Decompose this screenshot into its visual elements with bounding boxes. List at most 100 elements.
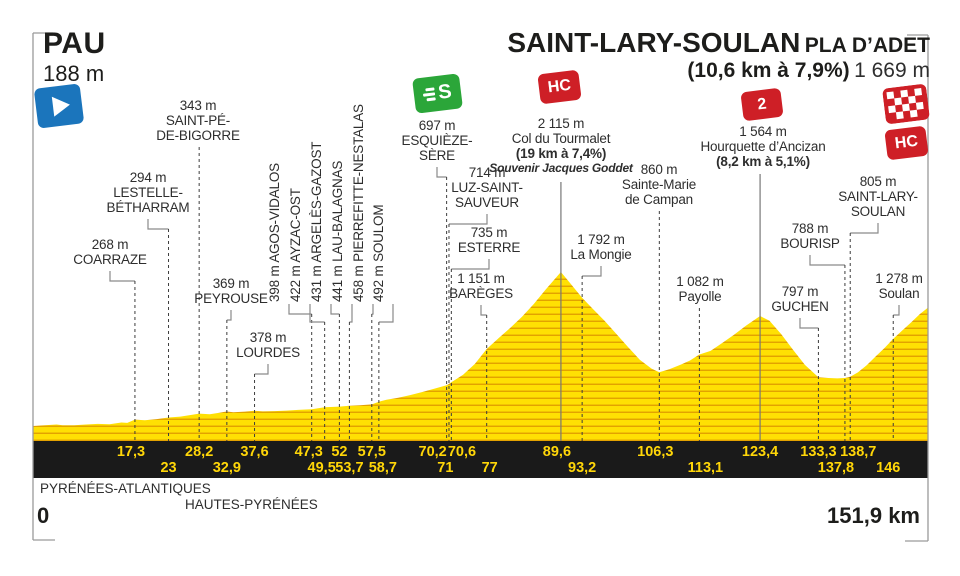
waypoint-elbow [451, 259, 490, 270]
km-tick: 137,8 [818, 460, 854, 476]
waypoint-label-line: LOURDES [236, 345, 300, 360]
start-km-label: 0 [37, 503, 50, 528]
waypoint-elbow [226, 310, 232, 321]
waypoint-label: 2 115 m Col du Tourmalet (19 km à 7,4%) Sou… [489, 116, 633, 176]
km-tick: 70,2 [419, 444, 447, 460]
finish-name: SAINT-LARY-SOULAN [507, 27, 801, 58]
waypoint-elbow [330, 304, 340, 315]
waypoint-label: 797 m GUCHEN [771, 284, 829, 314]
waypoint-label-line: 735 m [470, 225, 508, 240]
waypoint-elbow [378, 304, 394, 323]
waypoint-label-line: Hourquette d’Ancizan [700, 139, 826, 154]
waypoint-label: 1 082 m Payolle [676, 274, 724, 304]
waypoint-label: 860 m Sainte-Marie de Campan [622, 162, 696, 207]
waypoint-label-line: 1 278 m [875, 271, 923, 286]
waypoint-label: 294 m LESTELLE- BÉTHARRAM [107, 170, 190, 215]
waypoint-label-line: LESTELLE- [113, 185, 183, 200]
category-2-icon: 2 [740, 87, 784, 122]
km-tick: 93,2 [568, 460, 596, 476]
waypoint-label-line: 2 115 m [537, 116, 585, 131]
km-tick: 71 [437, 460, 453, 476]
finish-name-suffix: PLA D’ADET [804, 34, 930, 57]
waypoint-label-line: SÈRE [419, 148, 455, 163]
waypoint-label: 1 792 m La Mongie [570, 232, 631, 262]
waypoint-label-line: SAINT-PÉ- [165, 113, 231, 128]
badge-label: 2 [756, 95, 768, 113]
km-tick: 77 [482, 460, 498, 476]
waypoint-label: 1 278 m Soulan [875, 271, 923, 301]
waypoint-label-line: LUZ-SAINT- [451, 180, 523, 195]
elevation-area [33, 272, 928, 441]
waypoint-label-line: SAINT-LARY- [838, 189, 918, 204]
hc-icon: HC [537, 69, 582, 105]
km-tick: 53,7 [335, 460, 363, 476]
km-tick: 57,5 [358, 444, 386, 460]
badge-label: HC [546, 76, 572, 97]
finish-climb-stats: (10,6 km à 7,9%) [687, 58, 850, 82]
waypoint-label-line: 1 082 m [676, 274, 724, 289]
waypoint-elbow [309, 304, 325, 323]
waypoint-label-line: SAUVEUR [455, 195, 519, 210]
km-tick: 106,3 [637, 444, 673, 460]
waypoint-elbow [254, 364, 269, 375]
waypoint-label: 378 m LOURDES [236, 330, 300, 360]
waypoint-label-line: Sainte-Marie [621, 177, 697, 192]
km-tick: 123,4 [742, 444, 778, 460]
waypoint-label: 714 m LUZ-SAINT- SAUVEUR [451, 165, 523, 210]
km-tick: 17,3 [117, 444, 145, 460]
waypoint-label-line: COARRAZE [73, 252, 147, 267]
waypoint-label-line: de Campan [624, 192, 693, 207]
waypoint-label-line: La Mongie [570, 247, 632, 262]
finish-elevation: 1 669 m [854, 58, 930, 82]
waypoint-label-line: ESQUIÈZE- [401, 133, 473, 148]
region-label-hautes-pyrenees: HAUTES-PYRÉNÉES [185, 497, 318, 512]
waypoint-elbow [147, 219, 169, 230]
waypoint-elbow [349, 304, 353, 323]
waypoint-label: 735 m ESTERRE [458, 225, 521, 255]
waypoint-label: 431 m ARGELÈS-GAZOST [309, 141, 324, 302]
km-tick: 89,6 [543, 444, 571, 460]
waypoint-label: 441 m LAU-BALAGNAS [330, 160, 345, 302]
frame-lines [32, 32, 929, 542]
waypoint-elbow [480, 305, 487, 316]
finish-flag-icon [882, 83, 930, 124]
waypoint-label: 697 m ESQUIÈZE- SÈRE [402, 118, 473, 163]
checkered-flag-icon [882, 84, 930, 124]
waypoint-label-line: 805 m [859, 174, 897, 189]
waypoint-label-line: 797 m [781, 284, 819, 299]
waypoint-label-line: SOULAN [850, 204, 906, 219]
waypoint-label: 788 m BOURISP [780, 221, 840, 251]
waypoint-elbow [809, 255, 845, 266]
waypoint-label-line: 369 m [212, 276, 250, 291]
km-tick: 113,1 [688, 460, 724, 476]
waypoint-label-line: (8,2 km à 5,1%) [716, 154, 810, 169]
waypoint-label-line: Payolle [678, 289, 722, 304]
waypoint-label-line: 343 m [179, 98, 217, 113]
waypoint-elbow [288, 304, 312, 315]
waypoint-label-line: 268 m [91, 237, 129, 252]
start-name: PAU [43, 27, 106, 60]
waypoint-label-line: DE-BIGORRE [156, 128, 240, 143]
waypoint-label-line: PEYROUSE [194, 291, 268, 306]
km-tick: 58,7 [369, 460, 397, 476]
waypoint-label-line: BOURISP [780, 236, 840, 251]
waypoint-label-line: 697 m [418, 118, 456, 133]
start-header: PAU 188 m [43, 28, 106, 85]
waypoint-elbow [799, 318, 819, 329]
km-tick: 32,9 [213, 460, 241, 476]
waypoint-label-line: 1 151 m [457, 271, 505, 286]
waypoint-label-line: 378 m [249, 330, 287, 345]
sprint-icon: S [412, 73, 463, 114]
region-label-pyrenees-atlantiques: PYRÉNÉES-ATLANTIQUES [40, 481, 211, 496]
finish-header: SAINT-LARY-SOULAN PLA D’ADET (10,6 km à … [507, 27, 930, 82]
waypoint-elbow [850, 223, 879, 234]
km-tick: 52 [331, 444, 347, 460]
sprint-speed-dashes [422, 86, 437, 104]
waypoint-label-line: 714 m [468, 165, 506, 180]
km-tick: 146 [876, 460, 900, 476]
waypoint-label: 1 151 m BARÈGES [449, 271, 513, 301]
waypoint-label: 422 m AYZAC-OST [288, 188, 303, 302]
